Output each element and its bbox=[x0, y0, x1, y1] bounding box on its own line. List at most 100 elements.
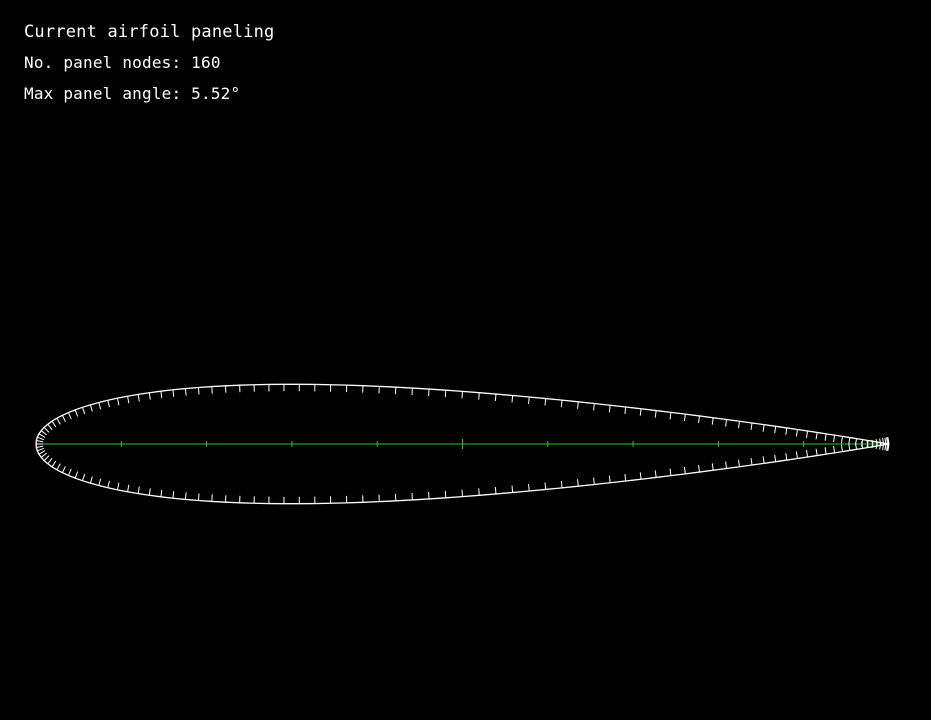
panel-tick bbox=[738, 421, 740, 429]
panel-tick bbox=[833, 445, 836, 453]
panel-tick bbox=[107, 400, 110, 408]
panel-tick bbox=[750, 422, 753, 430]
panel-tick bbox=[577, 401, 579, 409]
panel-tick bbox=[51, 420, 57, 428]
panel-tick bbox=[577, 479, 579, 487]
panel-tick bbox=[654, 470, 657, 478]
panel-tick bbox=[185, 388, 187, 396]
panel-tick bbox=[137, 394, 140, 402]
panel-tick bbox=[511, 395, 514, 403]
panel-tick bbox=[36, 445, 44, 448]
panel-tick bbox=[762, 456, 765, 464]
panel-tick bbox=[38, 450, 46, 455]
chord-line bbox=[36, 439, 889, 449]
panel-tick bbox=[185, 492, 187, 500]
panel-tick bbox=[197, 493, 200, 501]
panel-node-count: No. panel nodes: 160 bbox=[24, 53, 221, 72]
panel-tick bbox=[43, 427, 50, 433]
panel-ticks bbox=[36, 384, 890, 504]
panel-tick bbox=[160, 489, 163, 497]
panel-tick bbox=[886, 443, 889, 451]
panel-tick bbox=[528, 396, 530, 405]
panel-tick bbox=[840, 444, 844, 452]
panel-tick bbox=[608, 475, 611, 483]
panel-tick bbox=[711, 463, 714, 471]
panel-tick bbox=[89, 404, 93, 412]
panel-tick bbox=[806, 450, 809, 458]
panel-tick bbox=[560, 480, 563, 488]
panel-tick bbox=[750, 458, 753, 466]
panel-tick bbox=[61, 466, 66, 473]
panel-tick bbox=[698, 415, 700, 423]
panel-tick bbox=[544, 398, 547, 406]
panel-tick bbox=[98, 402, 102, 410]
panel-tick bbox=[98, 478, 102, 486]
panel-tick bbox=[56, 417, 61, 425]
panel-tick bbox=[774, 426, 777, 434]
panel-tick bbox=[148, 392, 151, 400]
panel-tick bbox=[785, 453, 788, 461]
panel-tick bbox=[738, 459, 740, 467]
plot-title: Current airfoil paneling bbox=[24, 22, 275, 42]
panel-tick bbox=[172, 491, 175, 499]
panel-tick bbox=[478, 488, 480, 496]
panel-tick bbox=[824, 447, 827, 455]
panel-tick bbox=[654, 410, 657, 418]
panel-tick bbox=[172, 389, 175, 397]
panel-tick bbox=[89, 476, 93, 484]
panel-tick bbox=[774, 454, 777, 462]
panel-tick bbox=[478, 392, 480, 400]
panel-tick bbox=[795, 451, 798, 459]
panel-tick bbox=[43, 455, 50, 461]
panel-tick bbox=[815, 448, 818, 456]
panel-tick bbox=[47, 457, 53, 465]
panel-tick bbox=[795, 429, 798, 437]
panel-tick bbox=[608, 405, 611, 413]
panel-tick bbox=[38, 433, 46, 438]
panel-tick bbox=[494, 486, 497, 494]
panel-tick bbox=[494, 394, 497, 402]
panel-tick bbox=[127, 396, 130, 404]
panel-tick bbox=[40, 430, 48, 436]
panel-tick bbox=[840, 436, 844, 444]
panel-tick bbox=[47, 423, 53, 431]
max-panel-angle: Max panel angle: 5.52° bbox=[24, 84, 241, 103]
panel-tick bbox=[68, 468, 72, 476]
panel-tick bbox=[36, 440, 44, 443]
panel-tick bbox=[887, 443, 890, 451]
panel-tick bbox=[861, 441, 864, 449]
panel-tick bbox=[528, 483, 530, 492]
panel-tick bbox=[669, 468, 672, 476]
panel-tick bbox=[725, 419, 728, 427]
panel-tick bbox=[848, 437, 851, 445]
panel-tick bbox=[833, 435, 836, 443]
panel-tick bbox=[683, 466, 686, 474]
panel-tick bbox=[51, 460, 57, 468]
panel-tick bbox=[785, 427, 788, 435]
panel-tick bbox=[61, 415, 66, 422]
panel-tick bbox=[127, 484, 130, 492]
panel-tick bbox=[82, 407, 86, 415]
panel-tick bbox=[624, 473, 627, 482]
panel-tick bbox=[82, 473, 86, 481]
panel-tick bbox=[824, 433, 827, 441]
panel-tick bbox=[639, 472, 642, 480]
panel-tick bbox=[74, 471, 79, 479]
panel-tick bbox=[669, 412, 672, 420]
panel-tick bbox=[815, 432, 818, 440]
panel-tick bbox=[116, 398, 120, 406]
panel-tick bbox=[593, 477, 595, 485]
panel-tick bbox=[887, 437, 890, 445]
panel-tick bbox=[461, 391, 463, 399]
panel-tick bbox=[560, 400, 563, 408]
panel-tick bbox=[698, 465, 700, 473]
airfoil-outline bbox=[35, 383, 890, 505]
panel-tick bbox=[56, 463, 61, 471]
panel-tick bbox=[107, 480, 110, 488]
panel-tick bbox=[160, 391, 163, 399]
panel-tick bbox=[882, 437, 885, 445]
panel-tick bbox=[148, 488, 151, 496]
panel-tick bbox=[544, 482, 547, 490]
panel-tick bbox=[854, 442, 858, 450]
